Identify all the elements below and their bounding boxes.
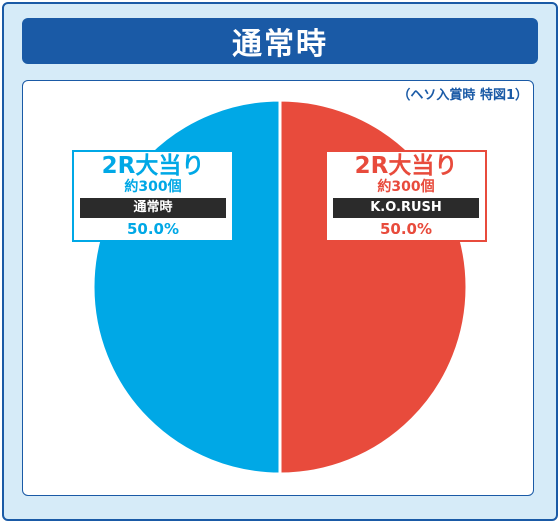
slice-mode: 通常時 (80, 198, 226, 218)
condition-note: （ヘソ入賞時 特図1） (397, 88, 528, 103)
slice-percent: 50.0% (379, 220, 433, 238)
slice-detail: 約300個 (377, 179, 435, 195)
page-title: 通常時 (22, 18, 538, 64)
slice-detail: 約300個 (124, 179, 182, 195)
slice-percent: 50.0% (126, 220, 180, 238)
slice-mode: K.O.RUSH (333, 198, 479, 218)
slice-label-korush: 2R大当り 約300個 K.O.RUSH 50.0% (325, 150, 487, 242)
slice-label-normal: 2R大当り 約300個 通常時 50.0% (72, 150, 234, 242)
slice-title: 2R大当り (101, 153, 205, 179)
slice-title: 2R大当り (354, 153, 458, 179)
